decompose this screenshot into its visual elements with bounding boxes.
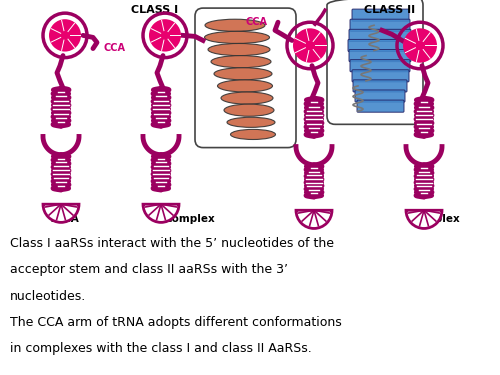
FancyBboxPatch shape (352, 9, 409, 21)
Text: CLASS I: CLASS I (132, 5, 178, 15)
Ellipse shape (224, 104, 274, 116)
Text: tRNA: tRNA (300, 214, 330, 224)
Wedge shape (406, 210, 442, 228)
Ellipse shape (214, 68, 272, 80)
FancyBboxPatch shape (349, 50, 411, 62)
FancyBboxPatch shape (348, 39, 412, 51)
Text: in complexes with the class I and class II AaRSs.: in complexes with the class I and class … (10, 342, 312, 355)
Text: acceptor stem and class II aaRSs with the 3’: acceptor stem and class II aaRSs with th… (10, 263, 288, 276)
Ellipse shape (205, 19, 265, 32)
Ellipse shape (230, 129, 276, 140)
FancyBboxPatch shape (357, 100, 404, 112)
Text: tRNA: tRNA (50, 214, 80, 224)
FancyBboxPatch shape (350, 60, 410, 72)
Text: Class I aaRSs interact with the 5’ nucleotides of the: Class I aaRSs interact with the 5’ nucle… (10, 237, 334, 250)
Ellipse shape (218, 80, 272, 92)
Text: nucleotides.: nucleotides. (10, 290, 86, 303)
Text: The CCA arm of tRNA adopts different conformations: The CCA arm of tRNA adopts different con… (10, 316, 342, 329)
FancyBboxPatch shape (349, 29, 411, 42)
FancyBboxPatch shape (350, 19, 410, 32)
Ellipse shape (204, 32, 270, 44)
FancyBboxPatch shape (355, 90, 405, 102)
Text: Complex: Complex (410, 214, 461, 224)
Circle shape (403, 28, 437, 63)
Ellipse shape (221, 92, 273, 104)
Wedge shape (43, 204, 79, 222)
Wedge shape (143, 204, 179, 222)
Wedge shape (296, 210, 332, 228)
Text: CLASS II: CLASS II (364, 5, 416, 15)
Circle shape (49, 19, 81, 51)
Circle shape (149, 19, 181, 51)
Ellipse shape (227, 117, 275, 128)
Text: CCA: CCA (245, 17, 267, 27)
Text: Complex: Complex (164, 214, 216, 224)
Ellipse shape (208, 44, 270, 55)
FancyBboxPatch shape (353, 80, 407, 92)
Text: CCA: CCA (103, 42, 125, 52)
FancyBboxPatch shape (352, 70, 409, 82)
Circle shape (293, 28, 327, 63)
Ellipse shape (211, 56, 271, 68)
